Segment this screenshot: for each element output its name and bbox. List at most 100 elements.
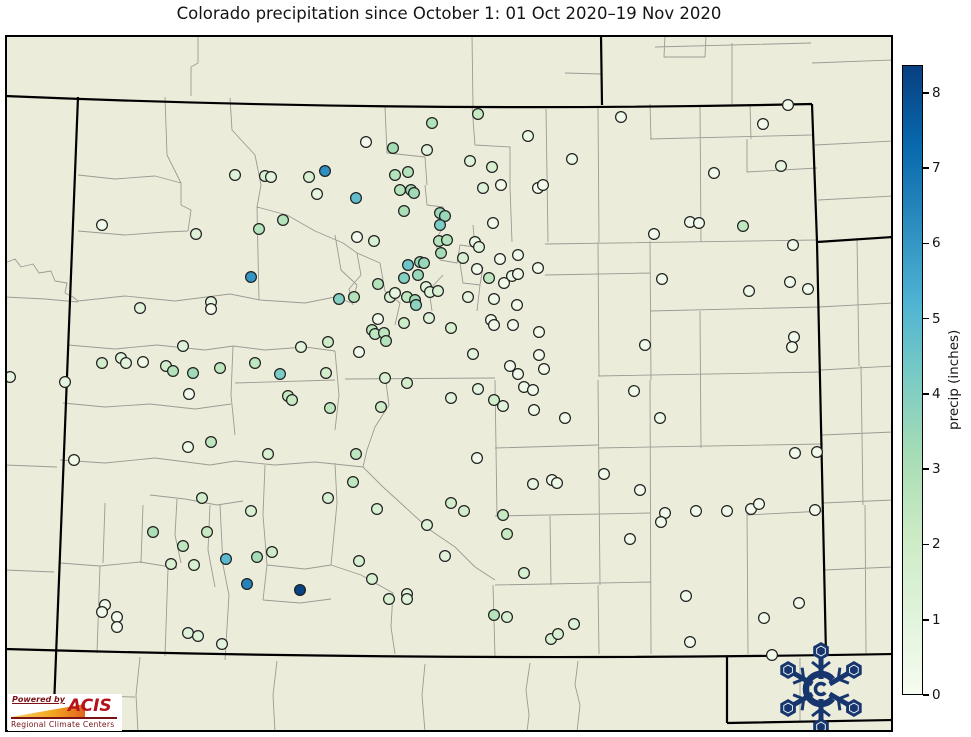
station-point <box>488 319 501 332</box>
state-borders <box>5 35 893 732</box>
snowflake-part <box>816 645 826 657</box>
station-point <box>190 228 203 241</box>
snowflake-part <box>846 698 862 718</box>
station-point <box>497 400 510 413</box>
snowflake-logo <box>780 642 862 732</box>
station-point <box>380 335 393 348</box>
station-point <box>95 357 108 370</box>
station-point <box>418 257 431 270</box>
station-point <box>623 533 636 546</box>
station-point <box>241 577 254 590</box>
colorbar-tick <box>923 393 929 395</box>
station-point <box>177 340 190 353</box>
station-point <box>774 159 787 172</box>
station-point <box>119 357 132 370</box>
station-point <box>462 291 475 304</box>
snowflake-part <box>828 660 862 687</box>
colorbar-axis-label: precip (inches) <box>946 329 962 431</box>
station-point <box>781 98 794 111</box>
colorbar-tick-label: 2 <box>932 536 941 553</box>
colorbar-tick-label: 0 <box>932 687 941 703</box>
station-point <box>707 167 720 180</box>
snowflake-part <box>836 693 850 711</box>
station-point <box>5 371 16 383</box>
snowflake-part <box>813 718 829 732</box>
station-point <box>532 326 545 339</box>
colorbar-tick <box>923 317 929 320</box>
station-point <box>504 360 517 373</box>
station-point <box>167 365 180 378</box>
station-point <box>471 452 484 465</box>
snowflake-part <box>816 721 826 732</box>
station-point <box>177 540 190 553</box>
station-point <box>756 117 769 130</box>
snowflake-part <box>780 660 796 680</box>
station-point <box>286 394 299 407</box>
station-point <box>421 143 434 156</box>
station-point <box>379 372 392 385</box>
station-point <box>165 557 178 570</box>
station-point <box>785 341 798 354</box>
station-point <box>757 611 770 624</box>
station-point <box>488 608 501 621</box>
station-point <box>350 448 363 461</box>
acis-powered-by-text: Powered by <box>12 695 65 704</box>
station-point <box>324 402 337 415</box>
station-point <box>638 339 651 352</box>
station-point <box>526 478 539 491</box>
station-point <box>253 223 266 236</box>
station-point <box>266 546 279 559</box>
colorbar-tick-label: 1 <box>932 611 941 628</box>
station-point <box>95 605 108 618</box>
station-point <box>188 558 201 571</box>
acis-divider <box>11 717 117 719</box>
colorbar-tick-label: 7 <box>932 160 941 177</box>
station-point <box>375 401 388 414</box>
colorbar-tick <box>923 92 929 94</box>
station-point <box>679 589 692 602</box>
station-point <box>251 550 264 563</box>
station-point <box>205 303 218 316</box>
station-point <box>472 383 485 396</box>
station-point <box>801 283 814 296</box>
station-point <box>205 436 218 449</box>
station-point <box>494 253 507 266</box>
colorbar-tick-label: 6 <box>932 235 941 252</box>
colorbar-tick <box>923 694 929 696</box>
station-point <box>434 219 447 232</box>
station-point <box>458 505 471 518</box>
station-point <box>137 356 150 369</box>
station-point <box>467 348 480 361</box>
station-point <box>95 219 108 232</box>
station-point <box>486 160 499 173</box>
snowflake-part <box>828 691 862 718</box>
snowflake-part <box>849 664 859 676</box>
station-point <box>752 498 765 511</box>
station-point <box>398 317 411 330</box>
station-point <box>398 205 411 218</box>
snowflake-part <box>802 670 835 708</box>
station-point <box>501 528 514 541</box>
station-point <box>517 566 530 579</box>
colorbar-tick <box>923 468 929 470</box>
station-point <box>683 635 696 648</box>
colorbar-tick-label: 8 <box>932 84 941 101</box>
snowflake-part <box>792 693 806 711</box>
station-point <box>550 477 563 490</box>
station-point <box>597 468 610 481</box>
station-point <box>445 392 458 405</box>
station-point <box>401 377 414 390</box>
station-point <box>245 271 258 284</box>
station-point <box>457 252 470 265</box>
station-point <box>787 331 800 344</box>
station-point <box>464 154 477 167</box>
station-points <box>5 98 823 661</box>
station-point <box>527 404 540 417</box>
station-point <box>473 241 486 254</box>
station-point <box>58 376 71 389</box>
station-point <box>277 214 290 227</box>
station-point <box>445 497 458 510</box>
station-point <box>408 187 421 200</box>
station-point <box>647 228 660 241</box>
station-point <box>192 629 205 642</box>
